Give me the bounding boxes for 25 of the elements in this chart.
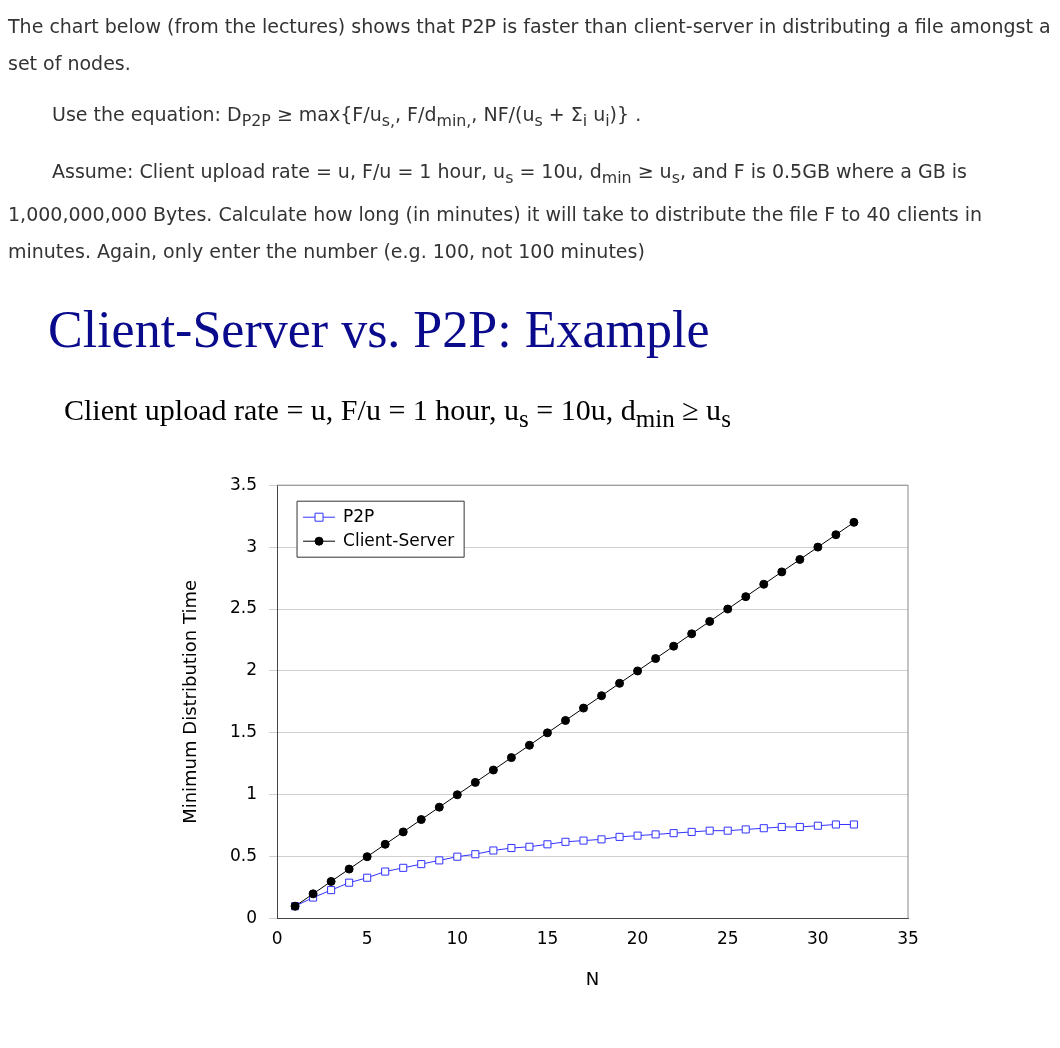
y-tick-label: 0.5 [229,844,258,865]
x-axis-title: N [585,967,600,989]
y-axis-title: Minimum Distribution Time [179,579,200,824]
text: Use the equation: D$_{P2P}$ ≥ max{F/u$_{s,}$, F/d$_{min,}$, NF/(u$_{s}$ + Σ$_{i}$ u$_{i}$)} . [52,103,642,130]
chart-title: Client-Server vs. P2P: Example [48,299,711,359]
x-tick-label: 20 [626,927,649,948]
y-tick-label: 2.5 [229,597,258,618]
y-tick-label: 0 [246,906,258,927]
y-tick-label: 1 [246,782,258,803]
x-tick-label: 15 [536,927,559,948]
text: The chart below (from the lectures) shows that P2P is faster than client-server in distributing a file amongst a set of nodes. [8,14,1052,76]
x-tick-label: 30 [807,927,829,948]
chart-subtitle: Client upload rate = u, F/u = 1 hour, u$_{s}$ = 10u, d$_{min}$ ≥ u$_{s}$ [64,392,732,433]
y-tick-label: 1.5 [229,720,258,741]
legend-label: Client-Server [343,529,455,550]
y-tick-label: 3.5 [229,473,258,494]
x-tick-label: 10 [446,927,469,948]
x-tick-label: 25 [716,927,739,948]
y-tick-label: 3 [246,535,258,556]
legend-label: P2P [343,505,375,526]
text: Assume: Client upload rate = u, F/u = 1 hour, u$_{s}$ = 10u, d$_{min}$ ≥ u$_{s}$, and F is 0.5GB where a GB is 1,000,000,000 Bytes. Calculate how long (in minutes) it will take to distribute the file F to 40 clients in minutes. Again, only enter the number (e.g. 100, not 100 minutes) [8,159,983,262]
x-tick-label: 35 [897,927,919,948]
y-tick-label: 2 [246,658,258,679]
x-tick-label: 0 [271,927,283,948]
x-tick-label: 5 [361,927,373,948]
